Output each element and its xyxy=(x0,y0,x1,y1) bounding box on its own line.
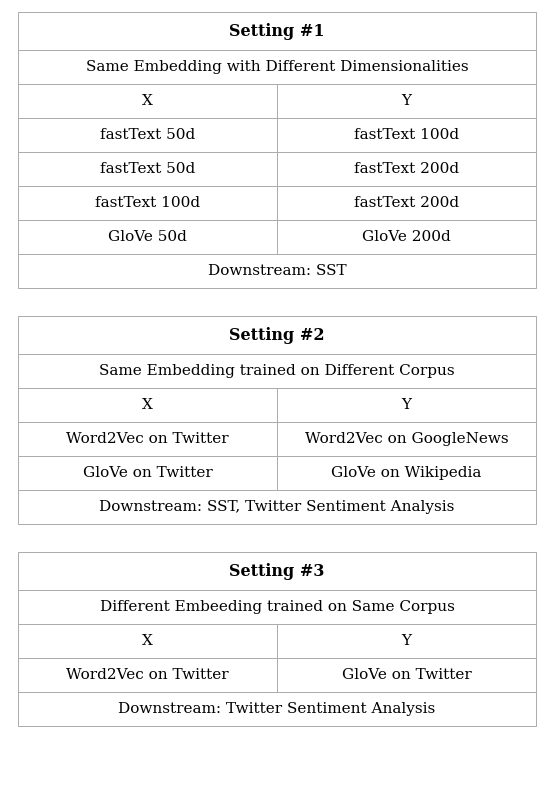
Text: X: X xyxy=(142,398,153,412)
Text: GloVe on Twitter: GloVe on Twitter xyxy=(83,466,212,480)
Bar xyxy=(18,552,536,726)
Text: Different Embeeding trained on Same Corpus: Different Embeeding trained on Same Corp… xyxy=(100,600,454,614)
Text: GloVe 200d: GloVe 200d xyxy=(362,230,451,244)
Text: Word2Vec on Twitter: Word2Vec on Twitter xyxy=(66,668,229,682)
Text: GloVe 50d: GloVe 50d xyxy=(108,230,187,244)
Text: X: X xyxy=(142,94,153,108)
Text: fastText 100d: fastText 100d xyxy=(354,128,459,142)
Text: Y: Y xyxy=(402,634,412,648)
Text: Downstream: Twitter Sentiment Analysis: Downstream: Twitter Sentiment Analysis xyxy=(119,702,435,716)
Bar xyxy=(18,316,536,524)
Text: Same Embedding with Different Dimensionalities: Same Embedding with Different Dimensiona… xyxy=(86,60,468,74)
Text: Same Embedding trained on Different Corpus: Same Embedding trained on Different Corp… xyxy=(99,364,455,378)
Text: Setting #1: Setting #1 xyxy=(229,22,325,39)
Text: Y: Y xyxy=(402,94,412,108)
Text: GloVe on Twitter: GloVe on Twitter xyxy=(342,668,471,682)
Text: GloVe on Wikipedia: GloVe on Wikipedia xyxy=(331,466,481,480)
Text: X: X xyxy=(142,634,153,648)
Text: Downstream: SST, Twitter Sentiment Analysis: Downstream: SST, Twitter Sentiment Analy… xyxy=(99,500,455,514)
Text: Setting #3: Setting #3 xyxy=(229,562,325,580)
Bar xyxy=(18,12,536,288)
Text: fastText 100d: fastText 100d xyxy=(95,196,200,210)
Text: fastText 200d: fastText 200d xyxy=(354,196,459,210)
Text: Setting #2: Setting #2 xyxy=(229,326,325,343)
Text: fastText 50d: fastText 50d xyxy=(100,162,195,176)
Text: Word2Vec on GoogleNews: Word2Vec on GoogleNews xyxy=(305,432,509,446)
Text: fastText 200d: fastText 200d xyxy=(354,162,459,176)
Text: Downstream: SST: Downstream: SST xyxy=(208,264,346,278)
Text: fastText 50d: fastText 50d xyxy=(100,128,195,142)
Text: Y: Y xyxy=(402,398,412,412)
Text: Word2Vec on Twitter: Word2Vec on Twitter xyxy=(66,432,229,446)
